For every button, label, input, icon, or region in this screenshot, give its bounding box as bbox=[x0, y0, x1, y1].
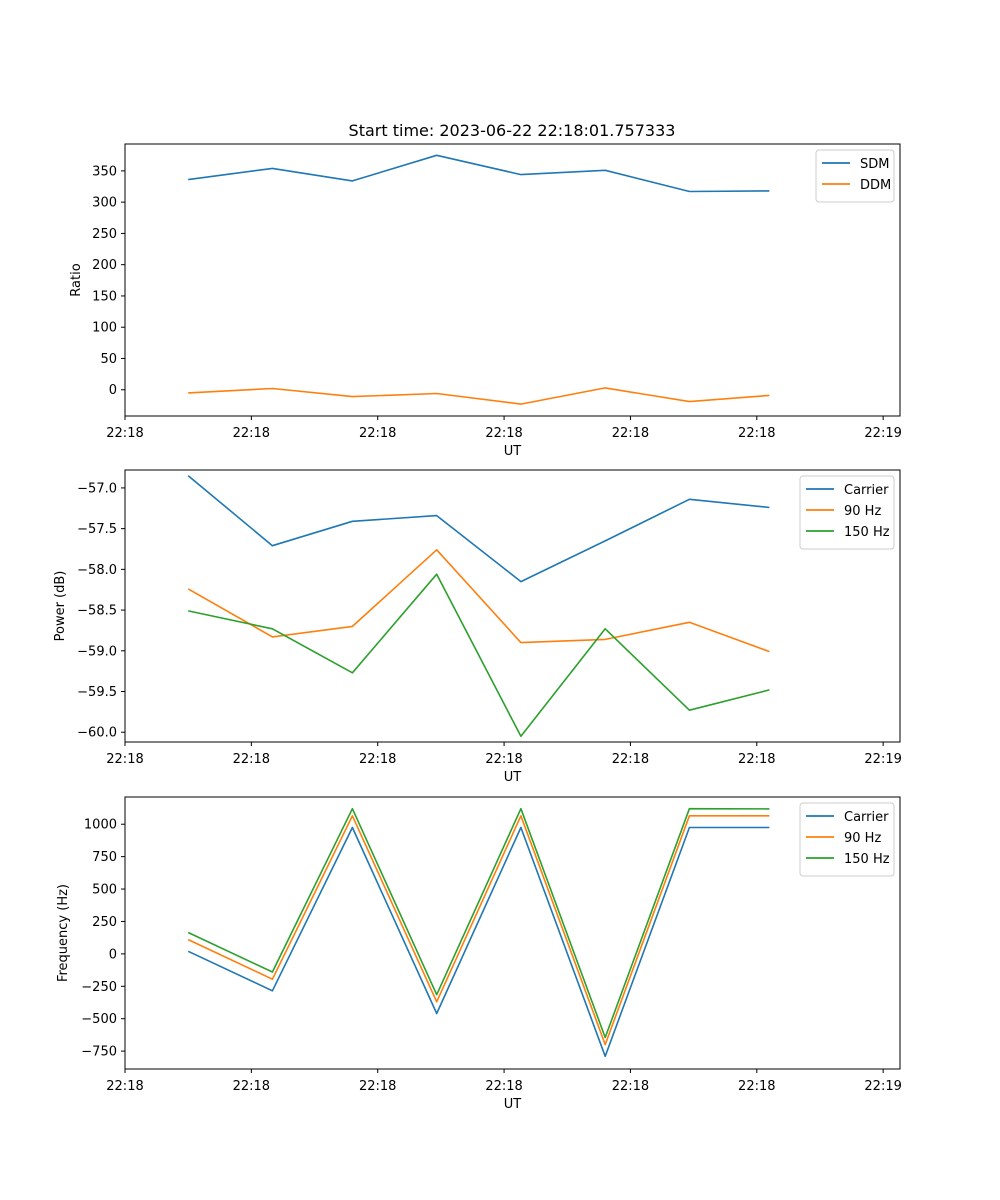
x-tick-label: 22:18 bbox=[612, 1079, 649, 1094]
y-tick-label: −250 bbox=[81, 980, 117, 995]
y-tick-label: −57.0 bbox=[77, 481, 117, 496]
x-tick-label: 22:18 bbox=[106, 426, 143, 441]
y-tick-label: 500 bbox=[92, 883, 117, 898]
legend-entry: 150 Hz bbox=[844, 852, 890, 867]
x-tick-label: 22:19 bbox=[864, 752, 901, 767]
x-tick-label: 22:18 bbox=[612, 752, 649, 767]
y-tick-label: 150 bbox=[92, 289, 117, 304]
legend-entry: 90 Hz bbox=[844, 831, 881, 846]
panels: 22:18 22:18 22:18 22:18 22:18 22:18 22:19 0 50 10… bbox=[53, 143, 902, 1112]
legend-entry: DDM bbox=[860, 178, 891, 193]
y-tick-label: −58.0 bbox=[77, 563, 117, 578]
y-tick-label: 1000 bbox=[84, 818, 117, 833]
x-axis-label: UT bbox=[504, 444, 522, 459]
x-tick-label: 22:18 bbox=[738, 1079, 775, 1094]
x-tick-label: 22:18 bbox=[485, 752, 522, 767]
panel-3: 22:18 22:18 22:18 22:18 22:18 22:18 22:19 −750 −… bbox=[56, 796, 902, 1112]
legend-entry: Carrier bbox=[844, 483, 889, 498]
y-tick-label: −60.0 bbox=[77, 726, 117, 741]
x-tick-label: 22:18 bbox=[233, 426, 270, 441]
legend-entry: Carrier bbox=[844, 810, 889, 825]
legend: Carrier 90 Hz 150 Hz bbox=[799, 475, 895, 550]
y-tick-label: 50 bbox=[100, 352, 117, 367]
series-line-carrier bbox=[187, 826, 770, 1058]
series-line-150-hz bbox=[187, 807, 770, 1039]
legend-entry: 90 Hz bbox=[844, 504, 881, 519]
y-tick-label: 0 bbox=[109, 383, 117, 398]
y-axis-label: Ratio bbox=[69, 263, 84, 296]
x-axis-label: UT bbox=[504, 1097, 522, 1112]
legend: SDM DDM bbox=[815, 149, 895, 203]
legend-entry: 150 Hz bbox=[844, 525, 890, 540]
y-tick-label: −57.5 bbox=[77, 522, 117, 537]
figure-title: Start time: 2023-06-22 22:18:01.757333 bbox=[349, 121, 676, 140]
y-tick-label: 750 bbox=[92, 850, 117, 865]
axes-frame bbox=[124, 469, 901, 743]
series-line-150-hz bbox=[188, 573, 770, 738]
x-tick-label: 22:18 bbox=[612, 426, 649, 441]
x-tick-label: 22:18 bbox=[359, 1079, 396, 1094]
y-tick-label: −500 bbox=[81, 1012, 117, 1027]
y-tick-label: 200 bbox=[92, 258, 117, 273]
y-tick-label: 100 bbox=[92, 321, 117, 336]
series-line-carrier bbox=[187, 475, 770, 583]
y-tick-label: −59.0 bbox=[77, 644, 117, 659]
y-axis-label: Power (dB) bbox=[53, 571, 68, 642]
x-tick-label: 22:18 bbox=[233, 1079, 270, 1094]
y-tick-label: 350 bbox=[92, 164, 117, 179]
x-tick-label: 22:18 bbox=[359, 752, 396, 767]
x-tick-label: 22:18 bbox=[738, 426, 775, 441]
panel-2: 22:18 22:18 22:18 22:18 22:18 22:18 22:19 −60.0… bbox=[53, 469, 902, 785]
x-tick-label: 22:19 bbox=[864, 426, 901, 441]
y-tick-label: −750 bbox=[81, 1045, 117, 1060]
series-line-ddm bbox=[188, 387, 770, 405]
legend: Carrier 90 Hz 150 Hz bbox=[799, 802, 895, 877]
x-tick-label: 22:18 bbox=[485, 426, 522, 441]
series-line-sdm bbox=[188, 154, 770, 193]
panel-1: 22:18 22:18 22:18 22:18 22:18 22:18 22:19 0 50 10… bbox=[69, 143, 902, 459]
y-tick-label: 250 bbox=[92, 915, 117, 930]
axes-frame bbox=[124, 143, 901, 417]
x-tick-label: 22:19 bbox=[864, 1079, 901, 1094]
y-tick-label: −58.5 bbox=[77, 604, 117, 619]
x-tick-label: 22:18 bbox=[359, 426, 396, 441]
y-tick-label: 0 bbox=[109, 947, 117, 962]
x-tick-label: 22:18 bbox=[738, 752, 775, 767]
x-tick-label: 22:18 bbox=[485, 1079, 522, 1094]
y-tick-label: 250 bbox=[92, 227, 117, 242]
series-line-90-hz bbox=[187, 814, 770, 1046]
x-tick-label: 22:18 bbox=[106, 1079, 143, 1094]
x-axis-label: UT bbox=[504, 770, 522, 785]
y-tick-label: −59.5 bbox=[77, 685, 117, 700]
series-line-90-hz bbox=[187, 548, 770, 653]
x-tick-label: 22:18 bbox=[106, 752, 143, 767]
y-tick-label: 300 bbox=[92, 196, 117, 211]
y-axis-label: Frequency (Hz) bbox=[56, 884, 71, 982]
axes-frame bbox=[124, 796, 901, 1070]
legend-entry: SDM bbox=[860, 157, 889, 172]
x-tick-label: 22:18 bbox=[233, 752, 270, 767]
